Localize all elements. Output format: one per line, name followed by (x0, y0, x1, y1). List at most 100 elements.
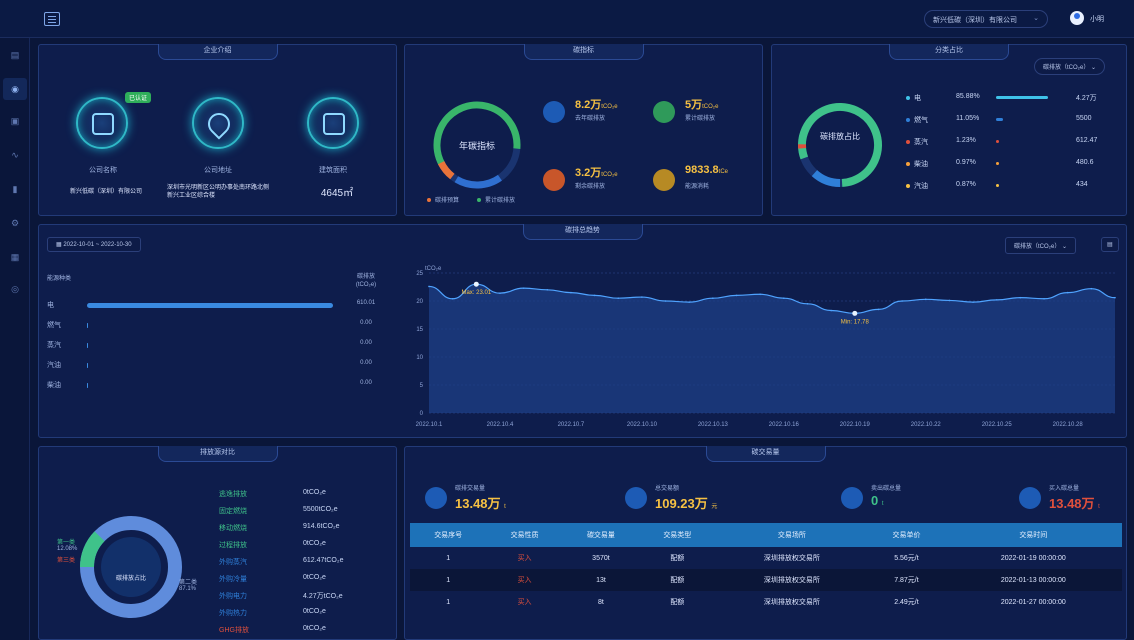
table-row[interactable]: 1 买入 8t 配额 深圳排放权交易所 2.49元/t 2022-01-27 00:00:0… (410, 591, 1122, 613)
source-donut (80, 516, 182, 618)
table-cell: 买入 (517, 555, 532, 562)
x-tick-label: 2022.10.22 (911, 422, 942, 428)
y-tick-label: 5 (420, 383, 424, 389)
share-row: 汽油 0.87% 434 (906, 181, 1116, 191)
y-axis-unit: tCO₂e (425, 266, 442, 272)
globe-icon[interactable]: ◎ (11, 284, 19, 294)
table-header-cell: 交易类型 (639, 523, 716, 547)
company-intro-panel: 企业介绍 已认证 公司名称 公司地址 建筑面积 新兴低碳（深圳）有限公司 深圳市… (38, 44, 397, 216)
building-area-value: 4645㎡ (320, 188, 354, 199)
share-bar (996, 162, 999, 165)
table-header-cell: 交易单价 (868, 523, 945, 547)
series-line (428, 283, 1116, 314)
x-tick-label: 2022.10.10 (627, 422, 658, 428)
table-cell: 3570t (592, 554, 610, 562)
share-bar (996, 140, 999, 143)
table-row[interactable]: 1 买入 13t 配额 深圳排放权交易所 7.87元/t 2022-01-13 00:00:… (410, 569, 1122, 591)
date-range-picker[interactable]: ▦ 2022-10-01 ~ 2022-10-30 (47, 237, 141, 252)
data-point (451, 297, 454, 300)
cumulative-value: 5万tCO₂e (685, 99, 719, 111)
table-cell: 深圳排放权交易所 (763, 555, 820, 562)
share-pct: 0.97% (956, 159, 976, 166)
table-cell: 1 (446, 554, 451, 562)
source-value: 0tCO₂e (303, 574, 326, 581)
top-bar: 新兴低碳（深圳）有限公司 ⌄ 小明 (0, 0, 1134, 38)
data-point (735, 294, 738, 297)
dashboard-icon[interactable]: ▤ (10, 50, 20, 60)
menu-toggle-icon[interactable] (44, 12, 60, 26)
share-pct: 0.87% (956, 181, 976, 188)
source-value: 0tCO₂e (303, 489, 326, 496)
last-year-label: 去年碳排放 (575, 116, 606, 122)
table-cell: 2022-01-19 00:00:00 (1000, 554, 1066, 562)
source-name: 外购热力 (219, 610, 247, 617)
data-point (1019, 296, 1022, 299)
max-marker (473, 281, 479, 287)
source-name: 外购蒸汽 (219, 559, 247, 566)
last-year-value: 8.2万tCO₂e (575, 99, 618, 111)
settings-icon[interactable]: ⚙ (10, 218, 20, 228)
ring-label-second: 第二类 (179, 580, 198, 586)
data-point (593, 294, 596, 297)
ring-label-first: 第一类 (57, 540, 76, 546)
data-point (688, 301, 691, 303)
energy-bar (87, 303, 333, 308)
x-tick-label: 2022.10.13 (698, 422, 729, 428)
data-point (972, 301, 974, 303)
energy-name: 蒸汽 (47, 342, 61, 349)
link-icon[interactable]: ∿ (11, 150, 19, 160)
x-tick-label: 2022.10.25 (982, 422, 1013, 428)
share-metric-select[interactable]: 碳排放（tCO₂e） ⌄ (1034, 58, 1106, 75)
data-point (901, 300, 903, 302)
max-label: Max: 23.01 (461, 290, 491, 296)
table-row[interactable]: 1 买入 3570t 配额 深圳排放权交易所 5.56元/t 2022-01-19 00:0… (410, 547, 1122, 569)
energy-value: 0.00 (360, 320, 372, 326)
energy-bar-track (87, 343, 333, 348)
table-cell: 5.56元/t (894, 555, 919, 562)
share-row: 柴油 0.97% 480.6 (906, 159, 1116, 169)
company-select[interactable]: 新兴低碳（深圳）有限公司 ⌄ (924, 10, 1048, 28)
trend-panel: 碳排总趋势 ▦ 2022-10-01 ~ 2022-10-30 碳排放（tCO₂… (38, 224, 1127, 438)
data-point (712, 297, 714, 299)
source-donut-label: 碳排放占比 (115, 576, 146, 582)
trade-volume-label: 碳排交易量 (455, 486, 486, 492)
monitor-icon[interactable]: ◉ (3, 78, 27, 100)
username[interactable]: 小明 (1090, 16, 1104, 23)
source-name: 移动燃烧 (219, 525, 247, 532)
table-cell: 配额 (670, 599, 685, 606)
share-value: 480.6 (1076, 159, 1094, 166)
table-cell: 深圳排放权交易所 (715, 569, 869, 591)
trade-amount-icon (625, 487, 647, 509)
y-tick-label: 25 (416, 271, 423, 277)
share-pct: 1.23% (956, 137, 976, 144)
company-name-label: 公司名称 (89, 167, 117, 174)
energy-label: 能源消耗 (685, 184, 710, 190)
file-icon[interactable]: ▦ (10, 252, 20, 262)
ring-pct-first: 12.08% (57, 546, 78, 552)
trend-metric-select[interactable]: 碳排放（tCO₂e） ⌄ (1005, 237, 1077, 254)
value-header: 碳排放(tCO₂e) (355, 274, 377, 288)
share-donut-label: 碳排放占比 (820, 132, 860, 141)
device-icon[interactable]: ▮ (12, 184, 18, 194)
data-point (948, 299, 951, 302)
data-point (1090, 287, 1093, 290)
energy-bar (87, 323, 88, 328)
table-cell: 1 (410, 569, 487, 591)
table-cell: 8t (598, 598, 604, 606)
data-point (499, 292, 501, 294)
table-header-cell: 交易时间 (944, 523, 1122, 547)
table-view-icon[interactable]: ▤ (1101, 237, 1119, 252)
table-cell: 1 (446, 598, 451, 606)
table-cell: 2022-01-27 00:00:00 (1000, 598, 1066, 606)
chevron-down-icon: ⌄ (1033, 15, 1039, 22)
x-tick-label: 2022.10.16 (769, 422, 800, 428)
data-point (428, 285, 430, 288)
avatar[interactable] (1070, 11, 1084, 25)
source-name: 外购电力 (219, 593, 247, 600)
panel-title: 分类占比 (889, 44, 1009, 60)
energy-name: 柴油 (47, 382, 61, 389)
x-tick-label: 2022.10.4 (487, 422, 514, 428)
x-tick-label: 2022.10.7 (558, 422, 585, 428)
report-icon[interactable]: ▣ (10, 116, 20, 126)
remaining-icon (543, 169, 565, 191)
